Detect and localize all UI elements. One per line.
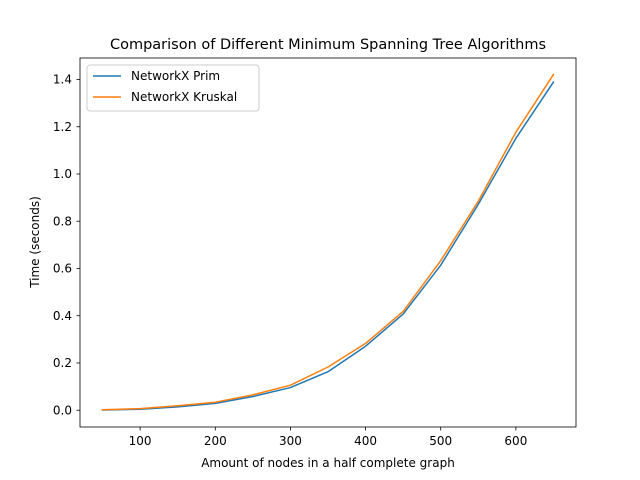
y-tick-label: 0.0 (53, 403, 72, 417)
plot-area (79, 57, 577, 428)
series-line-networkx-kruskal (101, 73, 555, 411)
legend-label-kruskal: NetworkX Kruskal (131, 90, 237, 104)
series-line-networkx-prim (101, 81, 555, 411)
x-tick-label: 200 (204, 434, 227, 448)
y-tick-label: 1.2 (53, 120, 72, 134)
y-tick-label: 1.0 (53, 167, 72, 181)
chart-title: Comparison of Different Minimum Spanning… (110, 37, 546, 53)
y-axis-label: Time (seconds) (28, 196, 42, 289)
x-axis-ticks: 100 200 300 400 500 600 (129, 427, 527, 448)
x-tick-label: 400 (354, 434, 377, 448)
y-tick-label: 0.8 (53, 214, 72, 228)
legend-box (86, 64, 260, 112)
x-axis-label: Amount of nodes in a half complete graph (201, 456, 455, 470)
y-tick-label: 1.4 (53, 73, 72, 87)
x-tick-label: 300 (279, 434, 302, 448)
series-layer (101, 73, 555, 411)
x-tick-label: 600 (504, 434, 527, 448)
y-tick-label: 0.4 (53, 309, 72, 323)
x-tick-label: 100 (129, 434, 152, 448)
legend: NetworkX Prim NetworkX Kruskal (86, 64, 260, 112)
x-tick-label: 500 (429, 434, 452, 448)
y-axis-ticks: 0.0 0.2 0.4 0.6 0.8 1.0 1.2 1.4 (53, 73, 80, 417)
axes-frame (79, 57, 577, 428)
y-tick-label: 0.6 (53, 262, 72, 276)
y-tick-label: 0.2 (53, 356, 72, 370)
legend-label-prim: NetworkX Prim (131, 69, 220, 83)
